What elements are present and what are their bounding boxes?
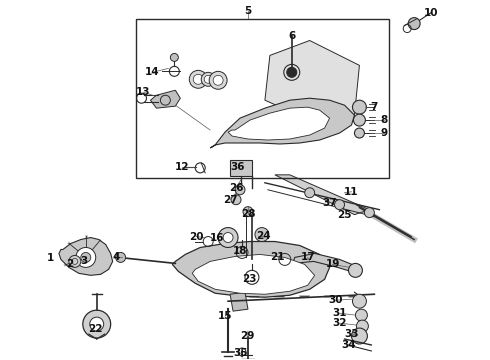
Text: 29: 29 bbox=[240, 331, 254, 341]
Text: 35: 35 bbox=[234, 348, 248, 358]
Circle shape bbox=[255, 228, 269, 242]
Text: 1: 1 bbox=[47, 253, 53, 264]
Text: 32: 32 bbox=[332, 318, 347, 328]
Polygon shape bbox=[150, 90, 180, 108]
Circle shape bbox=[355, 309, 368, 321]
Circle shape bbox=[189, 70, 207, 88]
Polygon shape bbox=[59, 238, 113, 275]
Bar bbox=[230, 160, 252, 176]
Text: 2: 2 bbox=[66, 260, 74, 269]
Text: 13: 13 bbox=[136, 87, 151, 97]
Text: 7: 7 bbox=[370, 102, 378, 112]
Text: 11: 11 bbox=[344, 187, 359, 197]
Circle shape bbox=[81, 252, 91, 262]
Text: 19: 19 bbox=[325, 260, 340, 269]
Text: 36: 36 bbox=[231, 162, 245, 172]
Text: 17: 17 bbox=[300, 252, 315, 262]
Circle shape bbox=[305, 188, 315, 198]
Text: 12: 12 bbox=[175, 162, 190, 172]
Text: 6: 6 bbox=[288, 31, 295, 41]
Text: 10: 10 bbox=[424, 8, 439, 18]
Circle shape bbox=[76, 247, 96, 267]
Circle shape bbox=[171, 53, 178, 62]
Text: 25: 25 bbox=[337, 210, 352, 220]
Circle shape bbox=[235, 185, 245, 195]
Circle shape bbox=[204, 75, 212, 83]
Text: 37: 37 bbox=[322, 198, 337, 208]
Circle shape bbox=[209, 71, 227, 89]
Text: 9: 9 bbox=[381, 128, 388, 138]
Circle shape bbox=[365, 208, 374, 218]
Circle shape bbox=[90, 317, 104, 331]
Text: 15: 15 bbox=[218, 311, 232, 321]
Polygon shape bbox=[265, 40, 360, 120]
Circle shape bbox=[287, 67, 297, 77]
Circle shape bbox=[408, 18, 420, 30]
Circle shape bbox=[193, 74, 203, 84]
Text: 3: 3 bbox=[80, 256, 87, 266]
Text: 23: 23 bbox=[242, 274, 256, 284]
Polygon shape bbox=[230, 292, 248, 311]
Text: 20: 20 bbox=[189, 231, 203, 242]
Circle shape bbox=[243, 207, 253, 217]
Text: 4: 4 bbox=[113, 252, 121, 262]
Circle shape bbox=[351, 328, 368, 344]
Text: 31: 31 bbox=[332, 308, 347, 318]
Text: 24: 24 bbox=[257, 230, 271, 240]
Text: 34: 34 bbox=[341, 340, 356, 350]
Text: 22: 22 bbox=[89, 324, 103, 334]
Circle shape bbox=[223, 233, 233, 243]
Polygon shape bbox=[192, 255, 315, 294]
Circle shape bbox=[83, 310, 111, 338]
Text: 28: 28 bbox=[241, 209, 255, 219]
Circle shape bbox=[353, 114, 366, 126]
Polygon shape bbox=[275, 175, 369, 215]
Text: 16: 16 bbox=[210, 233, 224, 243]
Circle shape bbox=[335, 200, 344, 210]
Circle shape bbox=[116, 252, 125, 262]
Text: 26: 26 bbox=[229, 183, 244, 193]
Text: 18: 18 bbox=[233, 247, 247, 256]
Text: 8: 8 bbox=[381, 115, 388, 125]
Bar bbox=[136, 19, 389, 178]
Polygon shape bbox=[210, 98, 354, 148]
Circle shape bbox=[201, 72, 215, 86]
Circle shape bbox=[352, 100, 367, 114]
Circle shape bbox=[354, 128, 365, 138]
Text: 5: 5 bbox=[245, 6, 251, 15]
Circle shape bbox=[218, 228, 238, 247]
Circle shape bbox=[356, 320, 368, 332]
Circle shape bbox=[348, 264, 363, 277]
Polygon shape bbox=[172, 242, 330, 297]
Circle shape bbox=[352, 294, 367, 308]
Circle shape bbox=[69, 256, 81, 267]
Circle shape bbox=[231, 195, 241, 205]
Polygon shape bbox=[293, 253, 360, 273]
Text: 14: 14 bbox=[145, 67, 160, 77]
Text: 33: 33 bbox=[344, 329, 359, 339]
Text: 30: 30 bbox=[328, 295, 343, 305]
Text: 21: 21 bbox=[270, 252, 285, 262]
Circle shape bbox=[213, 75, 223, 85]
Polygon shape bbox=[228, 107, 330, 140]
Text: 27: 27 bbox=[223, 195, 237, 205]
